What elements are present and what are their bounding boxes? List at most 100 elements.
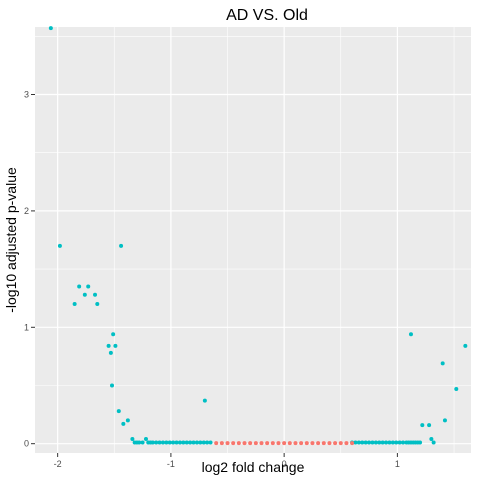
data-point-series-0	[57, 243, 62, 248]
data-point-series-1	[219, 441, 224, 446]
data-point-series-0	[106, 343, 111, 348]
data-point-series-0	[408, 332, 413, 337]
data-point-series-0	[86, 284, 91, 289]
y-tick-label: 0	[24, 439, 29, 449]
data-point-series-0	[202, 398, 207, 403]
data-point-series-0	[387, 440, 392, 445]
x-tick-label: -1	[167, 459, 175, 469]
data-point-series-0	[384, 440, 389, 445]
y-tick-label: 2	[24, 206, 29, 216]
x-axis-title: log2 fold change	[202, 459, 305, 475]
data-point-series-0	[373, 440, 378, 445]
data-point-series-0	[125, 418, 130, 423]
data-point-series-0	[401, 440, 406, 445]
data-point-series-1	[344, 441, 349, 446]
data-point-series-0	[380, 440, 385, 445]
data-point-series-0	[164, 440, 169, 445]
data-point-series-0	[363, 440, 368, 445]
data-point-series-1	[333, 441, 338, 446]
data-point-series-1	[321, 441, 326, 446]
data-point-series-0	[140, 440, 145, 445]
data-point-series-0	[420, 423, 425, 428]
data-point-series-0	[181, 440, 186, 445]
x-tick-label: 1	[395, 459, 400, 469]
data-point-series-0	[111, 332, 116, 337]
data-point-series-0	[191, 440, 196, 445]
data-point-series-1	[242, 441, 247, 446]
data-point-series-0	[93, 292, 98, 297]
data-point-series-1	[265, 441, 270, 446]
data-point-series-0	[157, 440, 162, 445]
data-point-series-1	[270, 441, 275, 446]
data-point-series-1	[225, 441, 230, 446]
y-axis-ticks: 0 1 2 3	[24, 90, 35, 449]
data-point-series-0	[442, 418, 447, 423]
chart-title: AD VS. Old	[226, 7, 308, 24]
data-point-series-0	[429, 437, 434, 442]
data-point-series-0	[171, 440, 176, 445]
data-point-series-0	[427, 423, 432, 428]
data-point-series-0	[108, 350, 113, 355]
data-point-series-0	[154, 440, 159, 445]
data-point-series-1	[253, 441, 258, 446]
data-point-series-1	[316, 441, 321, 446]
data-point-series-0	[160, 440, 165, 445]
y-tick-label: 1	[24, 322, 29, 332]
data-point-series-1	[310, 441, 315, 446]
data-point-series-0	[116, 409, 121, 414]
data-point-series-0	[150, 440, 155, 445]
data-point-series-1	[276, 441, 281, 446]
data-point-series-1	[236, 441, 241, 446]
data-point-series-0	[353, 440, 358, 445]
data-point-series-0	[201, 440, 206, 445]
data-point-series-0	[48, 26, 53, 31]
data-points	[48, 26, 468, 446]
data-point-series-0	[194, 440, 199, 445]
data-point-series-0	[77, 284, 82, 289]
data-point-series-0	[121, 421, 126, 426]
data-point-series-0	[431, 440, 436, 445]
data-point-series-0	[360, 440, 365, 445]
data-point-series-0	[208, 440, 213, 445]
data-point-series-0	[72, 302, 77, 307]
data-point-series-0	[167, 440, 172, 445]
data-point-series-0	[130, 437, 135, 442]
data-point-series-0	[394, 440, 399, 445]
data-point-series-1	[248, 441, 253, 446]
data-point-series-0	[397, 440, 402, 445]
data-point-series-0	[82, 292, 87, 297]
data-point-series-0	[370, 440, 375, 445]
data-point-series-0	[390, 440, 395, 445]
data-point-series-1	[293, 441, 298, 446]
data-point-series-0	[188, 440, 193, 445]
data-point-series-0	[205, 440, 210, 445]
y-tick-label: 3	[24, 90, 29, 100]
x-tick-label: 0	[282, 459, 287, 469]
data-point-series-0	[137, 440, 142, 445]
minor-gridlines	[35, 27, 471, 453]
data-point-series-1	[327, 441, 332, 446]
data-point-series-0	[113, 343, 118, 348]
data-point-series-0	[367, 440, 372, 445]
data-point-series-0	[119, 243, 124, 248]
data-point-series-1	[231, 441, 236, 446]
data-point-series-0	[440, 361, 445, 366]
data-point-series-1	[282, 441, 287, 446]
data-point-series-0	[454, 386, 459, 391]
data-point-series-1	[350, 441, 355, 446]
data-point-series-0	[418, 440, 423, 445]
y-axis-title: -log10 adjusted p-value	[3, 167, 19, 313]
data-point-series-0	[177, 440, 182, 445]
data-point-series-0	[95, 302, 100, 307]
x-tick-label: -2	[54, 459, 62, 469]
data-point-series-0	[143, 437, 148, 442]
data-point-series-1	[259, 441, 264, 446]
data-point-series-0	[356, 440, 361, 445]
data-point-series-0	[184, 440, 189, 445]
data-point-series-1	[299, 441, 304, 446]
data-point-series-0	[463, 343, 468, 348]
plot-panel	[35, 27, 471, 453]
data-point-series-0	[377, 440, 382, 445]
